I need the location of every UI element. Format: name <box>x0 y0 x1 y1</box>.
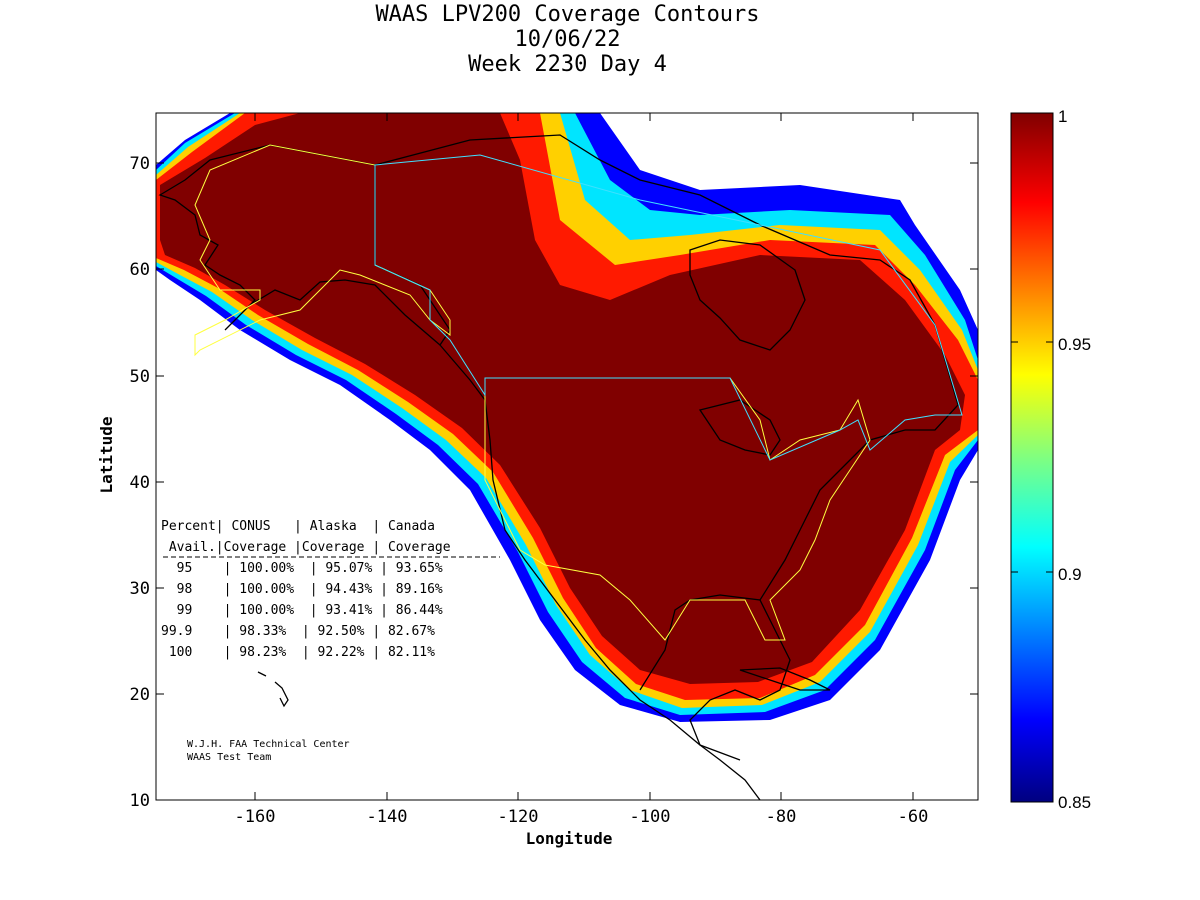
service-volumes <box>194 144 963 641</box>
y-tick-label: 70 <box>130 154 150 174</box>
x-tick-label: -80 <box>766 807 797 827</box>
colorbar-ticks <box>1011 341 1053 573</box>
gulf-coast <box>639 594 791 746</box>
chart-title-line2: 10/06/22 <box>514 27 621 52</box>
great-lakes <box>698 399 781 456</box>
canada-north-coast <box>374 134 959 431</box>
x-tick-label: -120 <box>498 807 539 827</box>
x-tick-marks <box>254 113 914 800</box>
table-row: 99.9 | 98.33% | 92.50% | 82.67% <box>161 624 435 639</box>
canada-boundary <box>374 154 963 461</box>
chart-title-line1: WAAS LPV200 Coverage Contours <box>375 2 760 27</box>
credit-line: WAAS Test Team <box>187 752 271 763</box>
coverage-contours <box>156 113 978 722</box>
x-axis-label: Longitude <box>526 829 613 848</box>
hudson-bay <box>689 239 806 351</box>
central-america <box>699 744 761 800</box>
plot-frame <box>155 112 979 801</box>
y-axis-label: Latitude <box>97 416 116 493</box>
table-row: 99 | 100.00% | 93.41% | 86.44% <box>161 603 443 618</box>
conus-boundary <box>484 377 871 641</box>
x-tick-label: -100 <box>630 807 671 827</box>
pacific-coast <box>439 344 741 761</box>
hawaii <box>257 671 289 708</box>
table-row: 95 | 100.00% | 95.07% | 93.65% <box>161 561 443 576</box>
y-tick-label: 10 <box>130 791 150 811</box>
y-tick-label: 20 <box>130 685 150 705</box>
x-tick-label: -140 <box>367 807 408 827</box>
y-tick-label: 40 <box>130 473 150 493</box>
colorbar-tick-label: 1 <box>1058 107 1067 126</box>
x-tick-label: -60 <box>898 807 929 827</box>
y-tick-label: 50 <box>130 367 150 387</box>
credit-line: W.J.H. FAA Technical Center <box>187 739 350 750</box>
table-row: 100 | 98.23% | 92.22% | 82.11% <box>161 645 435 660</box>
y-tick-label: 60 <box>130 260 150 280</box>
table-header: Avail.|Coverage |Coverage | Coverage <box>161 540 451 555</box>
table-header: Percent| CONUS | Alaska | Canada <box>161 519 435 534</box>
table-row: 98 | 100.00% | 94.43% | 89.16% <box>161 582 443 597</box>
colorbar-tick-label: 0.85 <box>1058 793 1091 812</box>
coverage-table: Percent| CONUS | Alaska | Canada Avail.|… <box>161 519 500 660</box>
cuba <box>739 667 831 691</box>
x-tick-label: -160 <box>235 807 276 827</box>
y-tick-label: 30 <box>130 579 150 599</box>
chart-title-line3: Week 2230 Day 4 <box>468 52 667 77</box>
colorbar-tick-label: 0.9 <box>1058 565 1082 584</box>
y-tick-marks <box>156 162 978 695</box>
colorbar-tick-label: 0.95 <box>1058 335 1091 354</box>
colorbar <box>1010 112 1054 803</box>
contour-darkred <box>160 113 965 684</box>
